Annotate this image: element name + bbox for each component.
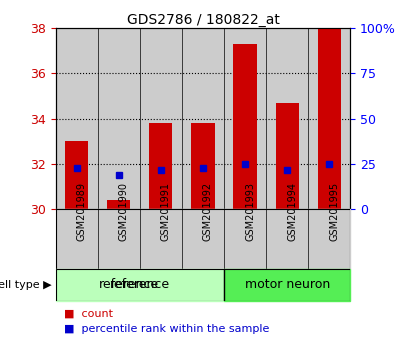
Text: GSM201993: GSM201993 xyxy=(245,182,255,241)
Bar xyxy=(140,28,182,209)
Bar xyxy=(266,209,308,269)
Title: GDS2786 / 180822_at: GDS2786 / 180822_at xyxy=(127,13,279,27)
Text: ■  count: ■ count xyxy=(64,308,113,318)
Bar xyxy=(275,103,298,209)
Bar xyxy=(224,269,350,301)
Text: GSM201989: GSM201989 xyxy=(77,182,87,241)
Text: reference: reference xyxy=(110,279,170,291)
Bar xyxy=(140,209,182,269)
Bar xyxy=(266,28,308,209)
Text: ■  percentile rank within the sample: ■ percentile rank within the sample xyxy=(64,324,269,334)
Bar xyxy=(234,44,257,209)
Bar xyxy=(224,209,266,269)
Text: GSM201991: GSM201991 xyxy=(161,182,171,241)
Bar xyxy=(56,209,98,269)
Bar xyxy=(182,28,224,209)
Text: GSM201994: GSM201994 xyxy=(287,182,297,241)
Bar xyxy=(149,123,172,209)
Bar xyxy=(98,28,140,209)
Bar xyxy=(191,123,215,209)
Bar xyxy=(318,28,341,209)
Bar xyxy=(65,141,88,209)
Text: cell type ▶: cell type ▶ xyxy=(0,280,52,290)
Text: GSM201995: GSM201995 xyxy=(329,182,339,241)
Bar xyxy=(308,28,350,209)
Bar xyxy=(56,28,98,209)
Text: GSM201990: GSM201990 xyxy=(119,182,129,241)
Text: reference: reference xyxy=(99,279,160,291)
Bar xyxy=(182,209,224,269)
Bar xyxy=(98,209,140,269)
Bar xyxy=(107,200,131,209)
Text: motor neuron: motor neuron xyxy=(244,279,330,291)
Bar xyxy=(56,269,224,301)
Bar xyxy=(308,209,350,269)
Bar xyxy=(224,28,266,209)
Text: GSM201992: GSM201992 xyxy=(203,182,213,241)
